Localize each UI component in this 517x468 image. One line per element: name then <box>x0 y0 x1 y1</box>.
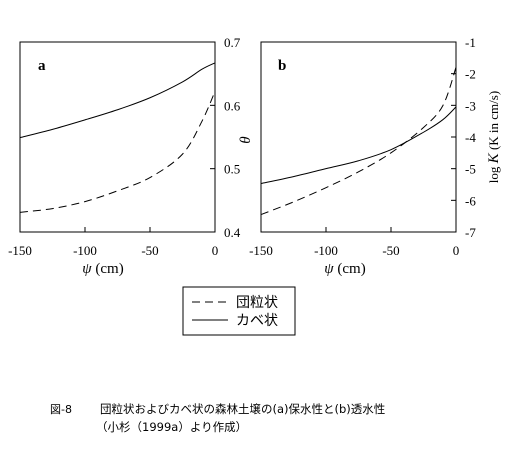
series-line-b-dashed <box>260 67 457 216</box>
y-tick-label-b-6: -1 <box>465 35 476 50</box>
y-tick-label-b-1: -6 <box>465 193 476 208</box>
y-tick-label-b-0: -7 <box>465 225 476 240</box>
y-tick-label-a-0: 0.4 <box>224 225 241 240</box>
x-tick-label-b-0: -150 <box>249 243 273 258</box>
x-axis-unit-b: (cm) <box>334 261 366 277</box>
x-tick-label-b-1: -100 <box>314 243 338 258</box>
panel-a: a -150 -100 -50 0 0.4 0.5 0.6 0.7 ψ (cm) θ <box>8 35 254 277</box>
panel-b: b -150 -100 -50 0 -7 -6 -5 -4 -3 -2 -1 ψ (cm) log … <box>249 35 502 277</box>
y-axis-label-a: θ <box>238 136 254 144</box>
legend: 団粒状 カベ状 <box>182 286 296 336</box>
x-tick-label-b-3: 0 <box>453 243 460 258</box>
caption-line-1: 団粒状およびカベ状の森林土壌の(a)保水性と(b)透水性 <box>100 402 385 416</box>
y-tick-label-a-2: 0.6 <box>224 98 241 113</box>
y-tick-label-a-1: 0.5 <box>224 162 240 177</box>
plot-frame-a <box>19 41 216 233</box>
caption-number: 図-8 <box>50 403 72 416</box>
x-axis-label-b: ψ (cm) <box>324 261 365 277</box>
series-line-b-solid <box>260 106 457 185</box>
x-tick-label-b-2: -50 <box>382 243 399 258</box>
legend-label-solid: カベ状 <box>236 313 278 329</box>
x-tick-label-a-1: -100 <box>73 243 97 258</box>
y-tick-label-b-5: -2 <box>465 67 476 82</box>
a-marks: -150 -100 -50 0 0.4 0.5 0.6 0.7 <box>8 35 241 258</box>
caption: 図-8 団粒状およびカベ状の森林土壌の(a)保水性と(b)透水性 （小杉（199… <box>50 402 385 434</box>
y-tick-label-b-3: -4 <box>465 130 476 145</box>
y-axis-symbol-b: K <box>486 152 502 164</box>
x-tick-label-a-0: -150 <box>8 243 32 258</box>
x-axis-label-a: ψ (cm) <box>82 261 123 277</box>
y-tick-label-b-2: -5 <box>465 162 476 177</box>
panel-label-b: b <box>278 58 286 74</box>
panel-label-a: a <box>38 58 46 74</box>
y-tick-label-a-3: 0.7 <box>224 35 241 50</box>
b-marks: -150 -100 -50 0 -7 -6 -5 -4 -3 -2 -1 <box>249 35 476 258</box>
x-axis-symbol-a: ψ <box>82 261 92 277</box>
x-tick-label-a-3: 0 <box>212 243 219 258</box>
caption-line-2: （小杉（1999a）より作成） <box>96 420 247 434</box>
series-line-a-dashed <box>19 91 216 213</box>
series-line-a-solid <box>19 62 216 139</box>
y-axis-label-b: log K (K in cm/s) <box>486 91 502 183</box>
x-axis-symbol-b: ψ <box>324 261 334 277</box>
x-axis-unit-a: (cm) <box>92 261 124 277</box>
y-axis-prefix-b: log <box>486 163 501 183</box>
y-axis-suffix-b: (K in cm/s) <box>486 91 501 153</box>
legend-label-dashed: 団粒状 <box>236 295 278 311</box>
y-tick-label-b-4: -3 <box>465 98 476 113</box>
legend-box <box>182 286 296 336</box>
x-tick-label-a-2: -50 <box>141 243 158 258</box>
